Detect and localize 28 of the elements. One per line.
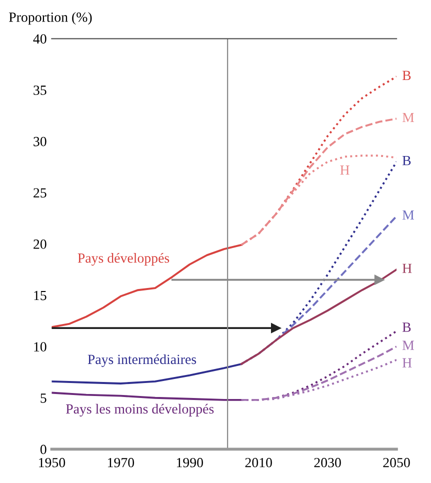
series-label: Pays développés [78,252,170,266]
x-tick-label: 1970 [108,458,134,468]
y-tick-label: 15 [34,290,46,300]
series-label: M [402,210,414,220]
series-label: H [402,264,412,273]
series-label: Pays les moins développés [66,404,214,417]
series-label: B [402,322,411,332]
y-tick-label: 40 [33,34,46,44]
y-tick-label: 25 [34,188,46,198]
y-tick-label: 0 [40,444,46,454]
y-axis-title: Proportion (%) [9,12,92,25]
series-label: H [340,166,350,175]
x-tick-label: 2050 [383,458,410,468]
x-tick-label: 2030 [314,458,341,468]
series-label: B [402,156,411,166]
series-label: B [402,70,411,80]
x-tick-label: 1950 [39,458,66,468]
x-tick-label: 2010 [245,458,272,468]
y-tick-label: 10 [34,342,46,352]
series-label: M [402,340,414,350]
series-label: M [402,112,414,122]
x-tick-label: 1990 [176,458,203,468]
series-label: Pays intermédiaires [88,354,196,367]
y-tick-label: 35 [34,86,46,95]
y-tick-label: 20 [34,240,46,249]
y-tick-label: 30 [34,136,46,146]
series-label: H [402,358,412,368]
y-tick-label: 5 [40,394,46,403]
